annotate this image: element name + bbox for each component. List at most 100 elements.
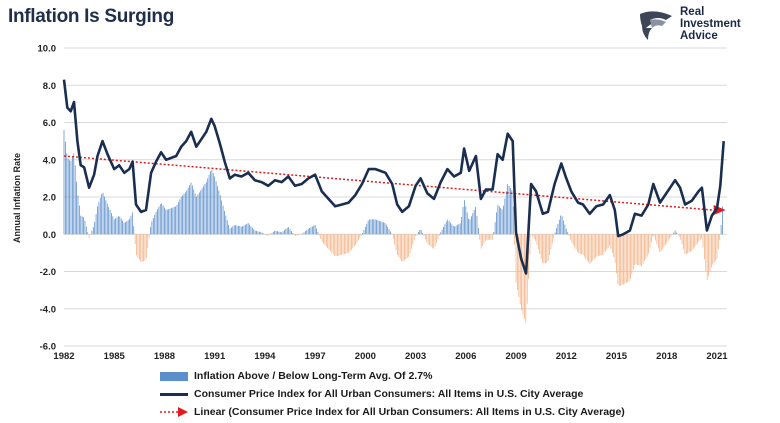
bar <box>635 234 637 265</box>
bar <box>66 153 68 235</box>
bar <box>74 165 76 235</box>
bar <box>417 231 419 235</box>
y-tick-label: -2.0 <box>40 267 56 278</box>
bar <box>293 234 295 235</box>
bar <box>680 234 682 240</box>
bar <box>288 227 290 235</box>
bar <box>720 224 722 235</box>
bar <box>392 234 394 239</box>
bar <box>570 234 571 240</box>
bar <box>681 234 683 245</box>
bar <box>111 213 112 235</box>
bar <box>236 225 238 235</box>
bar <box>240 226 242 235</box>
bar <box>92 227 94 235</box>
bar <box>666 234 668 243</box>
bar <box>178 202 179 235</box>
brand-logo-text: Real Investment Advice <box>680 6 741 42</box>
bar <box>373 219 375 235</box>
bar <box>81 216 83 235</box>
bar <box>441 229 443 235</box>
bar <box>547 234 549 262</box>
bar <box>282 231 284 235</box>
bar <box>564 224 566 235</box>
x-tick-label: 2012 <box>556 351 577 362</box>
bar <box>151 221 153 235</box>
bar <box>553 234 555 238</box>
bar <box>341 234 343 255</box>
bar <box>607 234 609 248</box>
bar <box>182 195 183 235</box>
bar <box>362 233 363 235</box>
bar <box>427 234 429 245</box>
legend-item-bars: Inflation Above / Below Long-Term Avg. O… <box>160 367 625 385</box>
bar <box>620 234 622 286</box>
bar <box>484 234 486 241</box>
bar <box>604 234 606 252</box>
bar <box>565 228 567 235</box>
bar <box>154 215 156 235</box>
bar <box>660 234 662 252</box>
bar <box>554 232 556 235</box>
bar <box>284 230 285 235</box>
bar <box>493 231 495 235</box>
bar <box>609 234 610 246</box>
bar <box>722 206 723 235</box>
bar <box>585 234 587 259</box>
bar <box>179 199 181 235</box>
y-axis-label: Annual Inflation Rate <box>12 153 22 243</box>
bar <box>242 226 243 235</box>
bar <box>623 234 624 285</box>
bar <box>219 195 221 235</box>
bar <box>321 234 323 243</box>
bar <box>169 208 171 235</box>
bar <box>144 234 146 261</box>
bar <box>582 234 584 255</box>
bar <box>84 220 86 235</box>
bar <box>317 231 319 235</box>
bar <box>133 226 135 235</box>
bar <box>398 234 400 258</box>
bar <box>426 234 428 243</box>
bar <box>655 234 656 241</box>
bar <box>489 234 490 240</box>
bar <box>385 224 387 235</box>
bar <box>367 220 369 235</box>
bar <box>683 234 684 250</box>
bar <box>602 234 603 255</box>
bar <box>546 234 548 263</box>
bar <box>455 225 457 235</box>
bar <box>225 215 227 235</box>
bar <box>462 206 464 235</box>
bar <box>279 231 281 235</box>
bar <box>702 234 704 248</box>
bar <box>369 219 370 235</box>
bar <box>161 203 163 235</box>
bar <box>390 231 391 235</box>
bar <box>589 234 591 264</box>
bar <box>568 234 570 236</box>
bar <box>574 234 576 248</box>
x-tick-label: 2003 <box>405 351 426 362</box>
bar <box>296 234 298 236</box>
bar <box>314 224 316 235</box>
bar <box>645 234 647 259</box>
bar <box>505 191 507 235</box>
bar <box>272 231 274 235</box>
bar <box>504 198 506 235</box>
bar <box>162 205 164 235</box>
bar <box>586 234 588 261</box>
cpi-line <box>62 79 725 275</box>
bar <box>268 234 270 236</box>
bar <box>476 215 478 235</box>
bar <box>617 234 619 285</box>
bar <box>85 226 87 235</box>
bar <box>134 234 136 245</box>
bar <box>118 216 119 235</box>
bar <box>145 234 147 259</box>
bar <box>95 214 97 235</box>
legend-label-bars: Inflation Above / Below Long-Term Avg. O… <box>194 370 433 382</box>
bar <box>302 233 303 235</box>
bar <box>324 234 326 246</box>
